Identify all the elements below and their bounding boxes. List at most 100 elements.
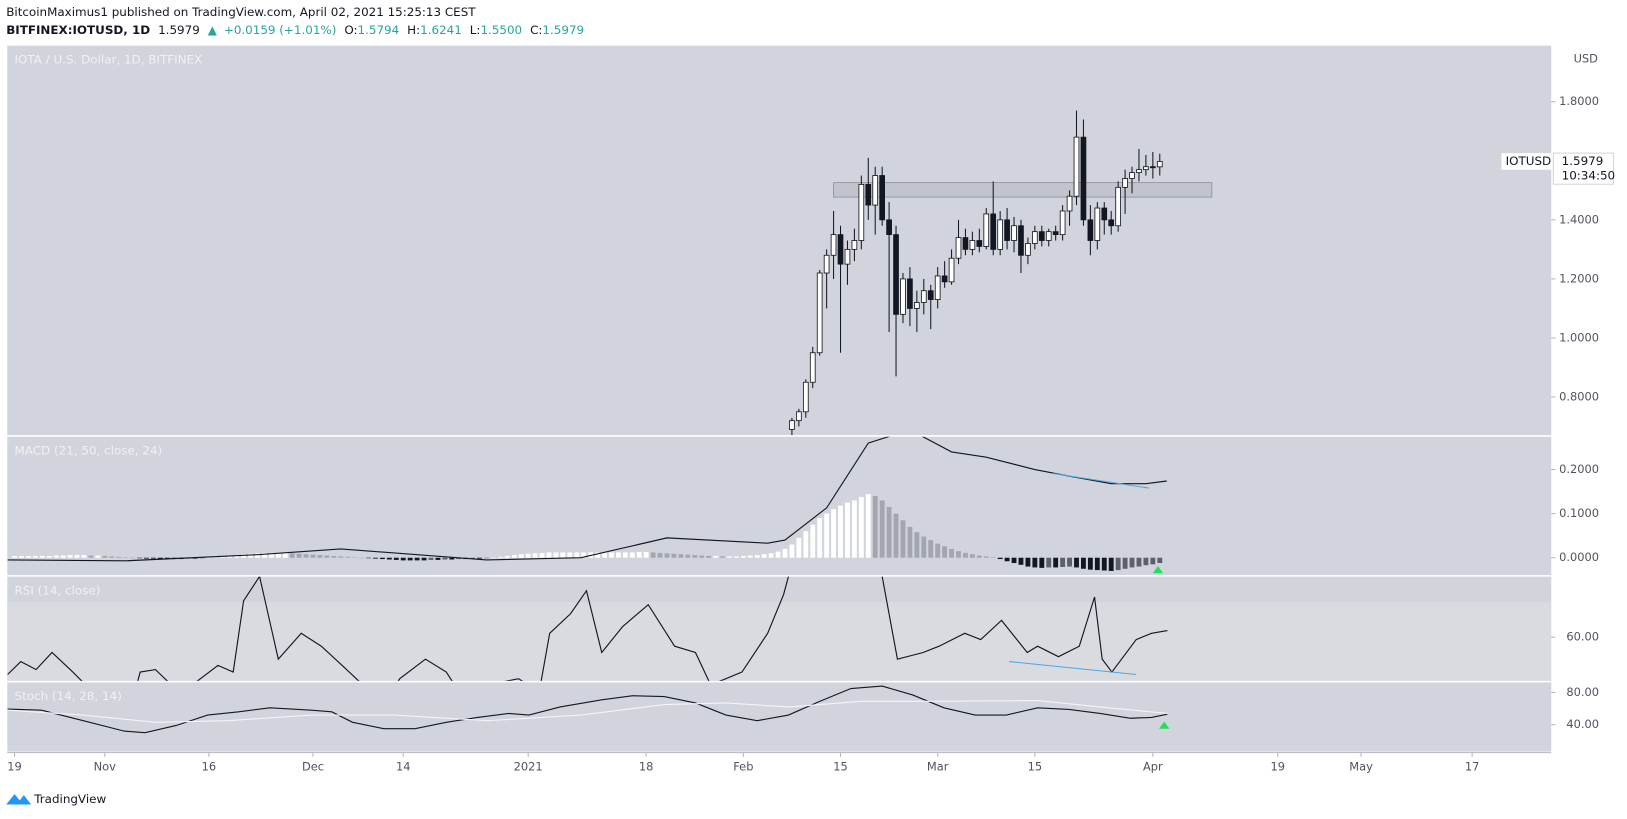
histogram-bar [379, 557, 385, 560]
panes: 0.8000 1.0000 1.2000 1.4000 1.8000 IOTUSD 1.59… [7, 45, 1627, 752]
histogram-bar [539, 552, 545, 558]
histogram-bar [595, 552, 601, 558]
logo-icon [6, 794, 32, 805]
pane-title: Stoch (14, 28, 14) [15, 689, 122, 703]
candle-body [1045, 231, 1052, 241]
x-tick-label: 18 [639, 760, 654, 774]
histogram-bar [123, 557, 129, 558]
brand: TradingView [33, 792, 106, 806]
histogram-bar [546, 552, 552, 558]
histogram-bar [671, 553, 677, 558]
histogram-bar [928, 540, 934, 558]
histogram-bar [268, 552, 274, 558]
indicator-line [7, 685, 1168, 734]
y-tick-label: 1.0000 [1559, 330, 1599, 344]
x-tick-label: 14 [396, 760, 411, 774]
candle-body [1011, 225, 1017, 241]
histogram-bar [442, 557, 448, 560]
change: +0.0159 (+1.01%) [224, 23, 337, 37]
histogram-bar [331, 555, 337, 558]
histogram-bar [1032, 557, 1038, 568]
histogram-bar [560, 552, 566, 558]
candle-body [1101, 207, 1108, 221]
histogram-bar [574, 552, 580, 558]
y-tick-label: 60.00 [1566, 630, 1599, 644]
histogram-bar [838, 505, 843, 558]
histogram-bar [95, 555, 101, 558]
histogram-bar [678, 554, 684, 558]
histogram-bar [1136, 557, 1142, 567]
candle-body [816, 272, 823, 354]
candle-body [1073, 136, 1080, 197]
pane-title: MACD (21, 50, close, 24) [15, 443, 163, 457]
open-label: O: [344, 23, 357, 37]
histogram-bar [1025, 557, 1031, 567]
histogram-bar [796, 537, 802, 558]
histogram-bar [303, 554, 309, 558]
histogram-bar [511, 555, 517, 558]
pane-body [789, 110, 1213, 436]
symbol: BITFINEX:IOTUSD, 1D [6, 23, 150, 37]
histogram-bar [1129, 557, 1135, 568]
histogram-bar [942, 546, 948, 558]
histogram-bar [907, 526, 913, 558]
candle-body [865, 183, 872, 206]
y-tick-label: 40.00 [1566, 717, 1599, 731]
histogram-bar [227, 555, 233, 558]
candle-body [1136, 169, 1142, 174]
histogram-bar [629, 552, 635, 558]
histogram-bar [685, 554, 691, 558]
histogram-bar [213, 557, 219, 558]
histogram-bar [220, 556, 226, 558]
histogram-bar [248, 553, 253, 558]
symbol-tag-label: IOTUSD [1506, 154, 1552, 168]
x-tick-label: 15 [833, 760, 848, 774]
histogram-bar [1011, 557, 1017, 564]
histogram-bar [914, 532, 920, 558]
y-tick-label: 80.00 [1566, 685, 1599, 699]
x-tick-label: Feb [733, 760, 753, 774]
histogram-bar [109, 556, 115, 558]
histogram-bar [255, 553, 260, 558]
histogram-bar [345, 556, 351, 558]
histogram-bar [990, 557, 996, 558]
candle-body [927, 290, 934, 300]
histogram-bar [782, 548, 788, 558]
histogram-bar [775, 551, 781, 558]
x-tick-label: 2021 [514, 760, 543, 774]
candle-body [948, 257, 955, 283]
y-tick-label: 1.4000 [1559, 212, 1599, 226]
histogram-bar [1004, 557, 1010, 562]
candle-body [1150, 166, 1156, 169]
histogram-bar [1081, 557, 1086, 569]
candle-body [941, 275, 948, 283]
histogram-bar [157, 557, 163, 560]
brand-logo: TradingView [6, 792, 106, 806]
pane-title: RSI (14, close) [15, 583, 101, 597]
rsi-band [7, 602, 1552, 682]
pane-body [7, 436, 1167, 571]
candle-body [934, 275, 941, 300]
histogram-bar [810, 524, 816, 558]
histogram-bar [636, 551, 642, 558]
histogram-bar [1094, 557, 1100, 571]
histogram-bar [1067, 557, 1072, 567]
price-zone [833, 182, 1213, 198]
candle-body [1025, 243, 1031, 256]
pane: 0.8000 1.0000 1.2000 1.4000 1.8000 IOTUSD 1.59… [7, 45, 1615, 436]
histogram-bar [421, 557, 427, 561]
histogram-bar [1053, 557, 1059, 568]
histogram-bar [46, 555, 52, 558]
published-line: BitcoinMaximus1 published on TradingView… [6, 5, 476, 19]
histogram-bar [137, 557, 142, 559]
histogram-bar [130, 557, 135, 559]
histogram-bar [477, 557, 483, 559]
histogram-bar [67, 555, 73, 558]
candle-body [920, 290, 927, 303]
histogram-bar [872, 495, 878, 558]
candle-body [997, 219, 1003, 250]
histogram-bar [373, 557, 378, 559]
histogram-bar [275, 552, 281, 558]
histogram-bar [32, 555, 38, 558]
histogram-bar [407, 557, 413, 561]
